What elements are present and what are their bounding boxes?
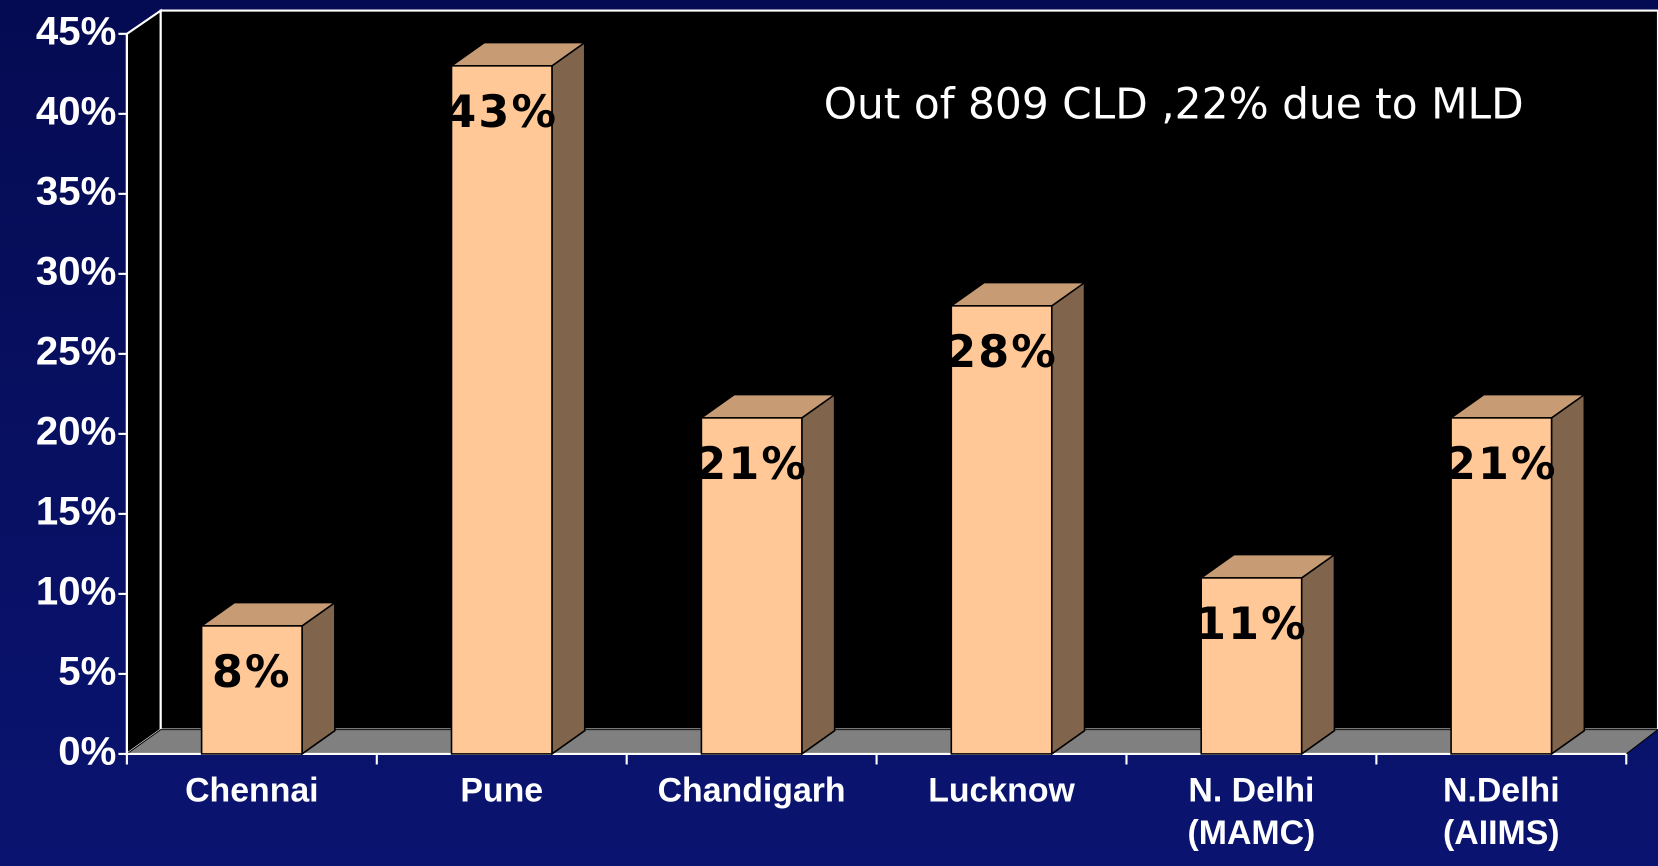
chart: Out of 809 CLD ,22% due to MLD 0% 5% 10% 15… — [0, 0, 1658, 866]
y-tick-label: 20% — [36, 408, 116, 453]
bar-side — [1302, 555, 1335, 754]
x-tick-label-box: Chandigarh — [627, 769, 877, 866]
x-tick-label: Chennai — [127, 769, 377, 811]
y-tick-label: 40% — [36, 88, 116, 133]
y-tick-label: 10% — [36, 569, 116, 614]
left-wall — [127, 11, 161, 754]
y-tick-label: 35% — [36, 168, 116, 213]
x-tick-label-box: Chennai — [127, 769, 377, 866]
x-tick-label: Lucknow — [877, 769, 1127, 811]
bar-side — [302, 603, 335, 754]
y-tick-label: 15% — [36, 488, 116, 533]
x-tick-label: Pune — [377, 769, 627, 811]
y-tick-label: 5% — [58, 649, 116, 694]
value-label: 21% — [1445, 439, 1558, 490]
y-tick-label: 25% — [36, 328, 116, 373]
value-label: 28% — [945, 327, 1058, 378]
x-tick-label-box: Lucknow — [877, 769, 1127, 866]
floor — [127, 730, 1658, 754]
page: Out of 809 CLD ,22% due to MLD 0% 5% 10% 15… — [0, 0, 1658, 866]
x-tick-label: N. Delhi (MAMC) — [1126, 769, 1376, 854]
x-tick-label-box: Pune — [377, 769, 627, 866]
x-tick-label: Chandigarh — [627, 769, 877, 811]
value-label: 43% — [445, 87, 558, 138]
y-tick-label: 30% — [36, 248, 116, 293]
bar-front — [452, 66, 552, 754]
value-label: 8% — [212, 647, 292, 698]
y-tick-label: 45% — [36, 8, 116, 53]
value-label: 21% — [695, 439, 808, 490]
y-tick-label: 0% — [58, 729, 116, 774]
x-tick-label: N.Delhi (AIIMS) — [1376, 769, 1626, 854]
bar — [1201, 555, 1334, 754]
annotation: Out of 809 CLD ,22% due to MLD — [824, 79, 1524, 128]
bar-side — [552, 43, 585, 754]
x-tick-label-box: N.Delhi (AIIMS) — [1376, 769, 1626, 866]
x-tick-label-box: N. Delhi (MAMC) — [1126, 769, 1376, 866]
bar — [452, 43, 585, 754]
value-label: 11% — [1195, 599, 1308, 650]
